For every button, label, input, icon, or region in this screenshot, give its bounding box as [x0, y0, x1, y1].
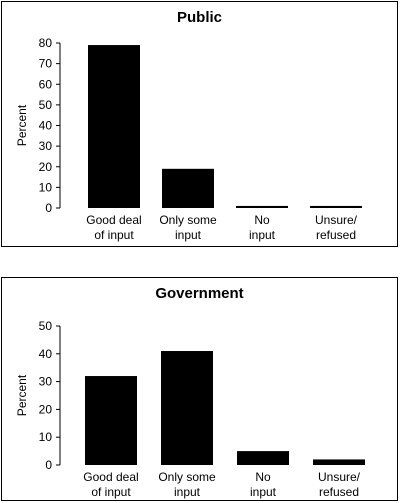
y-tick-label: 50 [39, 319, 53, 333]
x-tick-label: of input [91, 485, 131, 499]
x-tick-label: No [255, 470, 271, 484]
y-tick-label: 40 [39, 119, 53, 133]
x-tick-label: input [249, 228, 276, 242]
y-tick-label: 20 [39, 160, 53, 174]
y-tick-label: 30 [39, 375, 53, 389]
x-tick-label: Only some [159, 213, 217, 227]
y-axis-label: Percent [15, 104, 29, 146]
y-tick-label: 30 [39, 139, 53, 153]
y-tick-label: 10 [39, 180, 53, 194]
x-tick-label: input [250, 485, 277, 499]
bar [161, 351, 213, 465]
y-tick-label: 80 [39, 36, 53, 50]
chart-title: Public [176, 9, 222, 26]
y-tick-label: 0 [45, 201, 52, 215]
chart-panel-public: Public 0 10 20 30 40 50 60 70 80 Percent Good deal… [1, 1, 398, 247]
x-tick-label: Only some [158, 470, 216, 484]
chart-panel-government: Government 0 10 20 30 40 50 Percent Good deal of… [1, 277, 398, 501]
bar [236, 205, 288, 208]
x-tick-label: Unsure/ [318, 470, 361, 484]
x-tick-label: Good deal [83, 470, 138, 484]
y-tick-label: 20 [39, 402, 53, 416]
x-tick-label: refused [316, 228, 356, 242]
y-axis-label: Percent [15, 374, 29, 416]
bar [237, 451, 289, 465]
x-tick-label: Unsure/ [315, 213, 358, 227]
chart-title: Government [155, 285, 244, 302]
y-tick-label: 70 [39, 57, 53, 71]
y-tick-label: 10 [39, 430, 53, 444]
y-tick-label: 0 [45, 458, 52, 472]
x-tick-label: input [174, 485, 201, 499]
bar [313, 459, 365, 465]
y-tick-label: 60 [39, 77, 53, 91]
x-tick-label: Good deal [86, 213, 141, 227]
x-tick-label: input [175, 228, 202, 242]
x-tick-label: No [254, 213, 270, 227]
bar [85, 376, 137, 465]
bar [310, 205, 362, 208]
y-tick-label: 50 [39, 98, 53, 112]
bar [88, 45, 140, 208]
bar [162, 168, 214, 208]
x-tick-label: of input [94, 228, 134, 242]
y-tick-label: 40 [39, 347, 53, 361]
x-tick-label: refused [319, 485, 359, 499]
